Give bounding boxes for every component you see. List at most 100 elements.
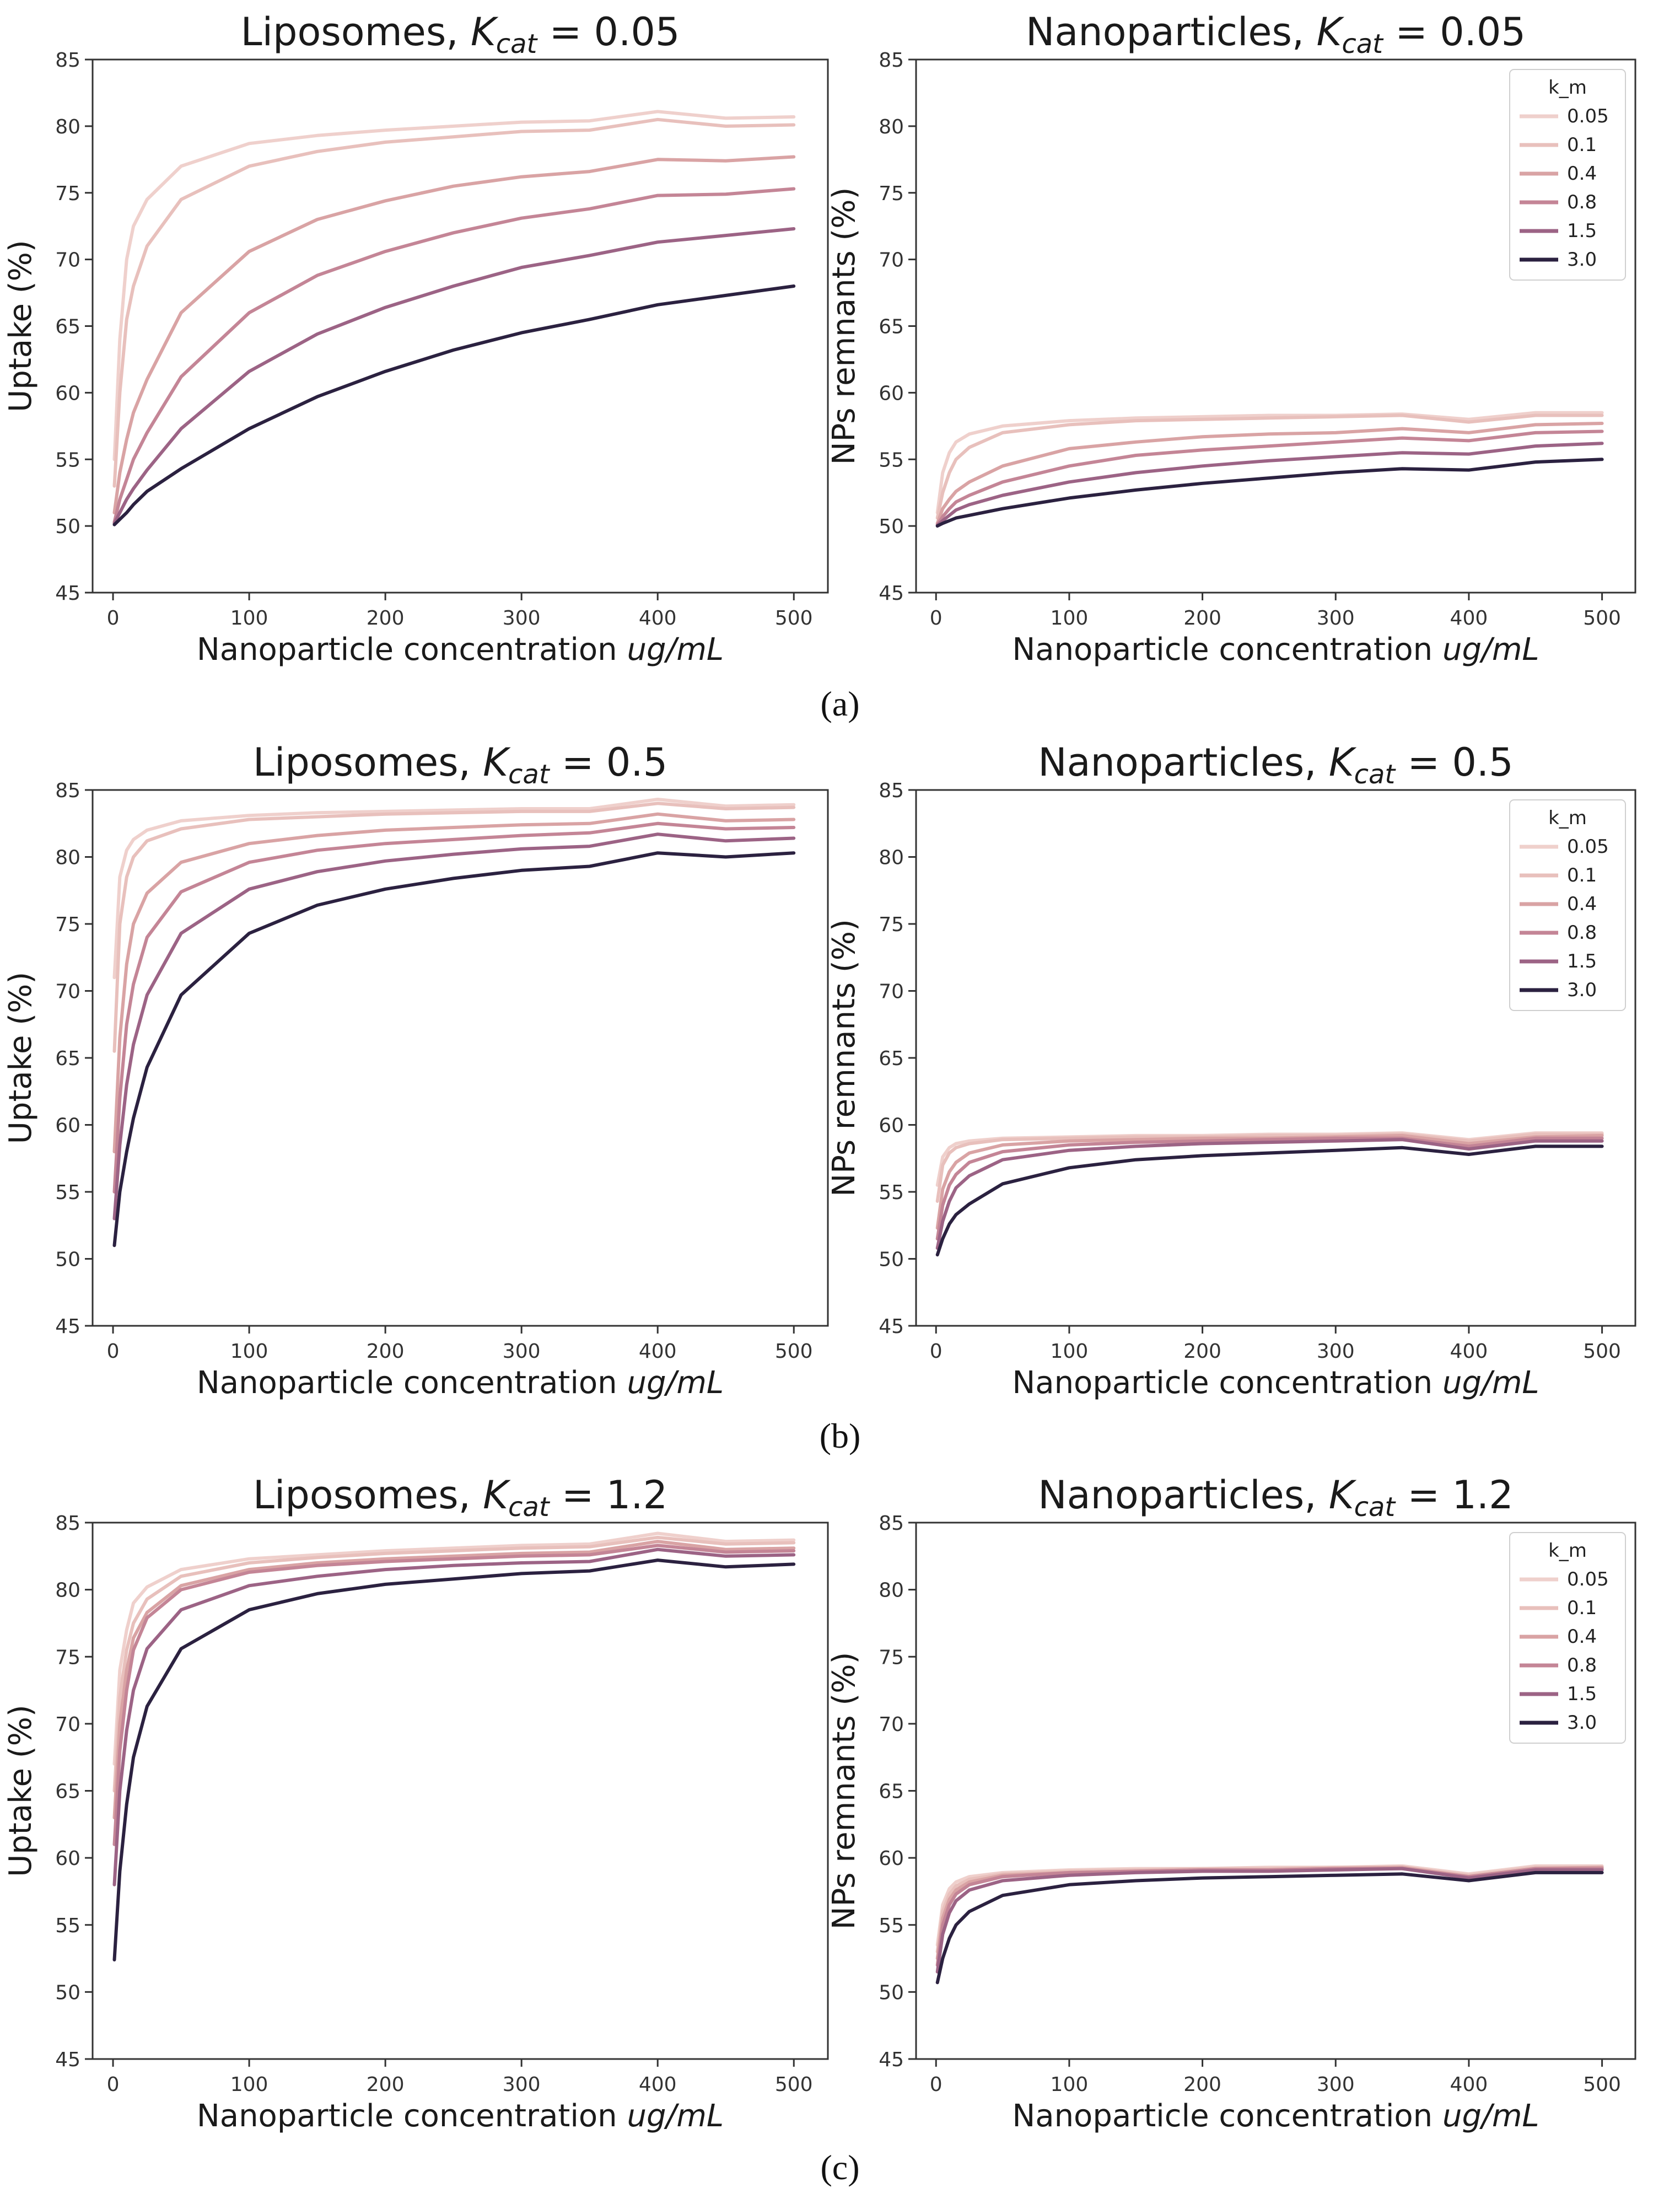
x-axis-label: Nanoparticle concentration ug/mL — [197, 1365, 724, 1401]
y-tick-label: 70 — [879, 1713, 904, 1736]
x-axis-label: Nanoparticle concentration ug/mL — [1012, 632, 1539, 668]
y-tick-label: 80 — [55, 847, 80, 869]
legend-entry: 1.5 — [1567, 950, 1597, 972]
x-tick-label: 0 — [930, 1340, 943, 1363]
y-tick-label: 60 — [879, 1115, 904, 1137]
chart-5: 45 50 55 60 65 70 75 80 85 0 100 200 300 400 500 Liposo… — [3, 1472, 829, 2134]
y-axis-label: NPs remnants (%) — [826, 919, 862, 1197]
y-tick-label: 60 — [55, 382, 80, 405]
x-tick-label: 100 — [230, 1340, 268, 1363]
series-line-3.0 — [935, 1144, 1604, 1257]
panel-caption-c: (c) — [820, 2148, 860, 2187]
chart-1: 45 50 55 60 65 70 75 80 85 0 100 200 300 400 500 Liposo… — [3, 9, 829, 668]
series-line-1.5 — [935, 442, 1604, 527]
plot-frame — [91, 789, 829, 1327]
legend-title: k_m — [1548, 77, 1587, 99]
x-tick-label: 100 — [230, 2073, 268, 2096]
legend-entry: 0.4 — [1567, 893, 1597, 915]
x-tick-label: 300 — [1317, 1340, 1355, 1363]
y-tick-label: 50 — [879, 1981, 904, 2004]
y-tick-label: 75 — [55, 913, 80, 936]
x-tick-label: 200 — [1183, 1340, 1221, 1363]
x-tick-label: 500 — [1583, 1340, 1621, 1363]
y-tick-label: 80 — [55, 116, 80, 138]
legend-box — [1509, 799, 1626, 1011]
y-tick-label: 55 — [879, 1915, 904, 1937]
x-tick-label: 100 — [230, 607, 268, 630]
chart-4: 45 50 55 60 65 70 75 80 85 0 100 200 300 400 500 Nanopa… — [826, 740, 1636, 1401]
y-tick-label: 55 — [879, 449, 904, 471]
x-tick-label: 300 — [1317, 2073, 1355, 2096]
y-axis-label: Uptake (%) — [3, 1705, 39, 1877]
series-line-0.4 — [112, 812, 796, 1154]
legend-box — [1509, 69, 1626, 281]
y-tick-label: 85 — [55, 780, 80, 802]
x-tick-label: 0 — [107, 2073, 120, 2096]
y-tick-label: 80 — [55, 1579, 80, 1602]
y-tick-label: 75 — [879, 913, 904, 936]
y-tick-label: 60 — [55, 1115, 80, 1137]
y-tick-label: 60 — [879, 1847, 904, 1870]
y-tick-label: 55 — [55, 449, 80, 471]
legend-entry: 3.0 — [1567, 1712, 1597, 1734]
plot-frame — [91, 58, 829, 594]
y-axis-label: Uptake (%) — [3, 240, 39, 412]
y-tick-label: 85 — [879, 49, 904, 72]
x-tick-label: 300 — [503, 1340, 541, 1363]
legend-entry: 0.8 — [1567, 191, 1597, 213]
y-tick-label: 80 — [879, 116, 904, 138]
legend-title: k_m — [1548, 1540, 1587, 1562]
series-line-3.0 — [112, 284, 796, 526]
y-tick-label: 85 — [55, 49, 80, 72]
y-axis-label: NPs remnants (%) — [826, 1652, 862, 1930]
series-line-0.8 — [112, 821, 796, 1194]
y-tick-label: 45 — [879, 2049, 904, 2071]
legend-entry: 0.8 — [1567, 1654, 1597, 1676]
y-tick-label: 60 — [55, 1847, 80, 1870]
x-tick-label: 200 — [367, 1340, 405, 1363]
y-tick-label: 70 — [55, 249, 80, 272]
y-tick-label: 50 — [879, 515, 904, 538]
y-tick-label: 65 — [55, 1781, 80, 1803]
y-tick-label: 75 — [55, 1646, 80, 1669]
legend-entry: 3.0 — [1567, 979, 1597, 1001]
x-axis-label: Nanoparticle concentration ug/mL — [1012, 2098, 1539, 2134]
series-line-0.1 — [112, 117, 796, 488]
chart-title: Liposomes, Kcat = 0.05 — [241, 9, 680, 60]
series-line-0.4 — [935, 422, 1604, 525]
y-tick-label: 45 — [879, 582, 904, 605]
series-line-0.05 — [112, 1531, 796, 1766]
y-tick-label: 85 — [879, 1512, 904, 1535]
y-tick-label: 80 — [879, 1579, 904, 1602]
x-tick-label: 0 — [930, 607, 943, 630]
x-tick-label: 200 — [1183, 2073, 1221, 2096]
y-tick-label: 65 — [879, 1047, 904, 1070]
series-line-1.5 — [112, 1547, 796, 1886]
series-line-1.5 — [112, 832, 796, 1221]
series-line-0.4 — [112, 1540, 796, 1820]
x-tick-label: 400 — [639, 2073, 677, 2096]
series-line-0.4 — [935, 1866, 1604, 1960]
series-line-0.8 — [112, 187, 796, 524]
legend-title: k_m — [1548, 807, 1587, 829]
chart-title: Nanoparticles, Kcat = 0.5 — [1038, 740, 1513, 790]
chart-6: 45 50 55 60 65 70 75 80 85 0 100 200 300 400 500 Nanopa… — [826, 1472, 1636, 2134]
x-tick-label: 0 — [107, 607, 120, 630]
legend-entry: 0.1 — [1567, 134, 1597, 156]
y-tick-label: 55 — [55, 1915, 80, 1937]
x-tick-label: 500 — [775, 2073, 813, 2096]
chart-title: Liposomes, Kcat = 0.5 — [253, 740, 667, 790]
y-tick-label: 80 — [879, 847, 904, 869]
x-tick-label: 400 — [1450, 607, 1488, 630]
series-line-0.05 — [112, 798, 796, 980]
legend-entry: 0.1 — [1567, 1597, 1597, 1619]
legend-entry: 0.05 — [1567, 105, 1609, 127]
series-line-0.8 — [935, 1867, 1604, 1967]
legend-entry: 0.8 — [1567, 922, 1597, 944]
series-line-1.5 — [935, 1867, 1604, 1974]
x-tick-label: 100 — [1051, 1340, 1089, 1363]
y-axis-label: Uptake (%) — [3, 972, 39, 1144]
y-tick-label: 50 — [55, 1981, 80, 2004]
y-tick-label: 60 — [879, 382, 904, 405]
